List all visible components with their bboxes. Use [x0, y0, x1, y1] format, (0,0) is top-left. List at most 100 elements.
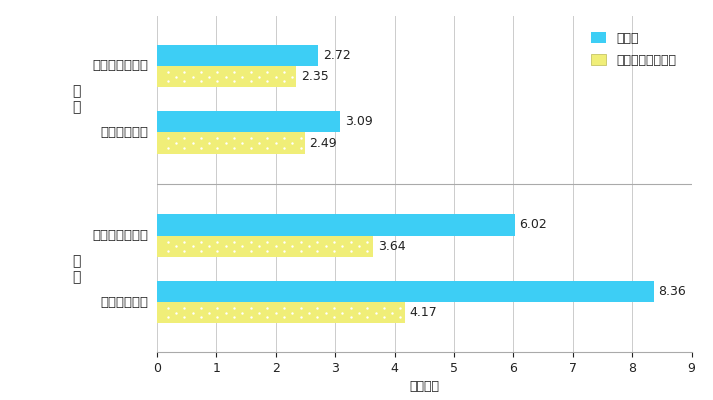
- Point: [262, 135, 273, 142]
- Text: 不満を感じない: 不満を感じない: [92, 60, 148, 72]
- Point: [220, 73, 232, 80]
- Point: [162, 69, 173, 75]
- Point: [195, 78, 207, 84]
- Point: [245, 248, 257, 254]
- Point: [262, 248, 273, 254]
- Point: [278, 314, 289, 321]
- Point: [295, 238, 307, 245]
- Text: 8.36: 8.36: [658, 285, 686, 298]
- Point: [170, 310, 182, 316]
- Point: [262, 305, 273, 311]
- Point: [170, 140, 182, 146]
- Point: [312, 314, 323, 321]
- Point: [162, 78, 173, 84]
- Bar: [157, 214, 515, 236]
- Text: 不満を感じる: 不満を感じる: [100, 126, 148, 139]
- Point: [245, 78, 257, 84]
- Point: [162, 314, 173, 321]
- Point: [178, 238, 190, 245]
- Point: [187, 140, 198, 146]
- Point: [262, 238, 273, 245]
- Point: [278, 135, 289, 142]
- Point: [203, 310, 215, 316]
- Point: [370, 310, 381, 316]
- Point: [262, 144, 273, 151]
- Point: [162, 305, 173, 311]
- Point: [337, 243, 348, 250]
- Point: [253, 140, 265, 146]
- Point: [295, 305, 307, 311]
- Point: [187, 73, 198, 80]
- Point: [228, 238, 240, 245]
- Point: [245, 135, 257, 142]
- Point: [212, 248, 223, 254]
- Point: [361, 248, 373, 254]
- Point: [245, 238, 257, 245]
- Point: [228, 78, 240, 84]
- Bar: [157, 281, 654, 302]
- Bar: [157, 66, 297, 87]
- Point: [237, 140, 248, 146]
- Point: [162, 238, 173, 245]
- Point: [287, 140, 298, 146]
- Point: [195, 314, 207, 321]
- Point: [295, 144, 307, 151]
- Point: [287, 73, 298, 80]
- Point: [328, 238, 339, 245]
- Point: [295, 248, 307, 254]
- Point: [328, 248, 339, 254]
- Point: [178, 69, 190, 75]
- Text: 不満を感じない: 不満を感じない: [92, 229, 148, 242]
- Point: [345, 238, 356, 245]
- Point: [270, 243, 282, 250]
- Point: [195, 248, 207, 254]
- Point: [320, 310, 332, 316]
- Point: [345, 305, 356, 311]
- Point: [312, 248, 323, 254]
- Point: [278, 238, 289, 245]
- Point: [295, 314, 307, 321]
- Point: [162, 144, 173, 151]
- Point: [245, 144, 257, 151]
- Text: 休
日: 休 日: [73, 254, 81, 284]
- Legend: 野球部, 野球以外の運動部: 野球部, 野球以外の運動部: [585, 26, 682, 73]
- Bar: [157, 132, 305, 154]
- Bar: [157, 45, 319, 66]
- Point: [162, 135, 173, 142]
- Point: [228, 135, 240, 142]
- X-axis label: （時間）: （時間）: [409, 380, 439, 393]
- Point: [195, 305, 207, 311]
- Point: [170, 243, 182, 250]
- Point: [386, 310, 398, 316]
- Point: [253, 243, 265, 250]
- Point: [278, 305, 289, 311]
- Point: [353, 243, 364, 250]
- Bar: [157, 236, 373, 257]
- Point: [361, 314, 373, 321]
- Point: [195, 135, 207, 142]
- Text: 6.02: 6.02: [519, 218, 547, 232]
- Point: [203, 243, 215, 250]
- Text: 不満を感じる: 不満を感じる: [100, 296, 148, 308]
- Point: [345, 248, 356, 254]
- Text: 2.35: 2.35: [301, 70, 329, 83]
- Point: [245, 314, 257, 321]
- Point: [278, 69, 289, 75]
- Point: [253, 310, 265, 316]
- Point: [262, 314, 273, 321]
- Point: [303, 243, 314, 250]
- Point: [312, 305, 323, 311]
- Point: [245, 305, 257, 311]
- Text: 平
日: 平 日: [73, 84, 81, 114]
- Point: [245, 69, 257, 75]
- Point: [212, 314, 223, 321]
- Text: 2.72: 2.72: [323, 49, 351, 62]
- Text: 3.64: 3.64: [378, 240, 406, 253]
- Point: [270, 73, 282, 80]
- Point: [262, 69, 273, 75]
- Point: [253, 73, 265, 80]
- Point: [195, 69, 207, 75]
- Point: [237, 310, 248, 316]
- Point: [328, 314, 339, 321]
- Point: [320, 243, 332, 250]
